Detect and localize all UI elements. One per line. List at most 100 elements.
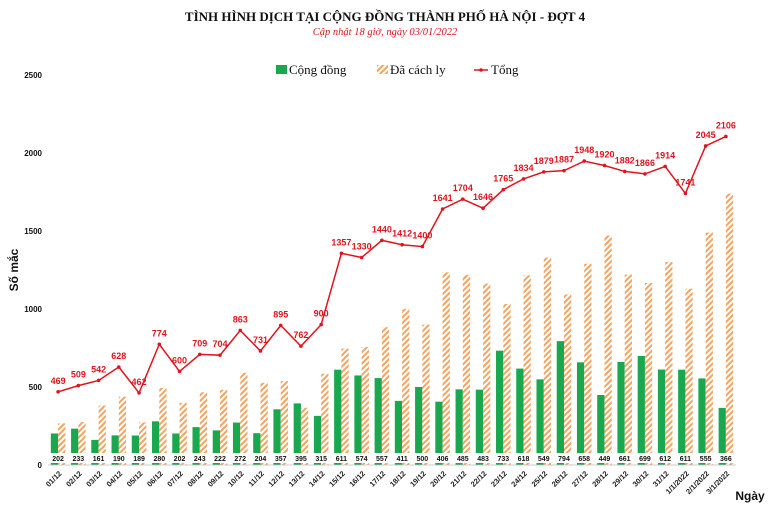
- data-label-bg: [352, 453, 371, 463]
- data-label-cong-dong: 233: [73, 456, 85, 463]
- x-ticks: 01/12 02/12 03/12 04/12 05/12 06/12 07/12 08/12…: [44, 469, 731, 496]
- data-label-cong-dong: 611: [336, 456, 347, 463]
- data-label-tong: 542: [91, 364, 106, 374]
- chart-subtitle: Cập nhật 18 giờ, ngày 03/01/2022: [313, 27, 458, 38]
- bars: 202 233 161 190 189 280 202 243 222 272 204 357 395 3…: [49, 193, 735, 465]
- data-label-bg: [372, 453, 391, 463]
- data-label-tong: 1914: [655, 150, 675, 160]
- bar-da-cach-ly: [523, 275, 531, 465]
- point-tong: [602, 163, 607, 168]
- bar-cong-dong: [718, 407, 726, 465]
- data-label-tong: 600: [172, 355, 187, 365]
- bar-da-cach-ly: [240, 372, 248, 465]
- data-label-tong: 509: [71, 370, 86, 380]
- x-tick-label: 18/12: [388, 469, 408, 489]
- point-tong: [461, 197, 465, 201]
- data-label-tong: 1741: [675, 177, 695, 187]
- bar-cong-dong: [273, 409, 281, 465]
- x-tick-label: 04/12: [105, 469, 125, 489]
- bar-da-cach-ly: [98, 405, 106, 465]
- data-label-bg: [433, 453, 452, 463]
- data-label-cong-dong: 395: [295, 456, 307, 463]
- bar-cong-dong: [71, 428, 79, 465]
- data-label-cong-dong: 733: [497, 456, 509, 463]
- chart-title: TÌNH HÌNH DỊCH TẠI CỘNG ĐỒNG THÀNH PHỐ H…: [185, 9, 586, 24]
- legend-marker-tong: [479, 68, 483, 72]
- bar-da-cach-ly: [321, 373, 329, 465]
- point-tong: [400, 242, 404, 247]
- bar-da-cach-ly: [604, 235, 612, 465]
- bar-da-cach-ly: [159, 387, 167, 465]
- y-tick-label: 1500: [24, 227, 42, 236]
- point-tong: [56, 390, 60, 394]
- point-tong: [218, 353, 222, 357]
- bar-da-cach-ly: [361, 347, 369, 465]
- bar-da-cach-ly: [402, 308, 410, 465]
- data-label-bg: [332, 453, 351, 463]
- bar-cong-dong: [334, 369, 342, 465]
- point-tong: [420, 244, 425, 249]
- data-label-cong-dong: 557: [376, 456, 388, 463]
- point-tong: [76, 383, 81, 388]
- point-tong: [177, 369, 182, 374]
- data-label-tong: 1887: [554, 155, 574, 165]
- data-label-tong: 1879: [534, 156, 554, 166]
- data-label-bg: [453, 453, 472, 463]
- bar-da-cach-ly: [483, 283, 491, 465]
- bar-cong-dong: [152, 421, 160, 465]
- point-tong: [622, 169, 627, 174]
- data-label-bg: [211, 453, 229, 463]
- data-label-cong-dong: 222: [214, 456, 226, 463]
- bar-cong-dong: [172, 433, 180, 465]
- x-tick-label: 03/12: [84, 469, 104, 489]
- data-label-bg: [49, 453, 68, 463]
- data-label-cong-dong: 794: [558, 456, 570, 463]
- bar-da-cach-ly: [118, 396, 127, 465]
- point-tong: [96, 378, 101, 383]
- data-label-tong: 1765: [493, 174, 513, 184]
- data-label-tong: 469: [51, 376, 66, 386]
- point-tong: [319, 322, 323, 327]
- data-label-bg: [514, 453, 533, 463]
- point-tong: [299, 344, 303, 348]
- x-tick-label: 07/12: [165, 469, 185, 489]
- bar-cong-dong: [637, 355, 645, 465]
- bar-cong-dong: [678, 369, 686, 465]
- data-label-bg: [635, 453, 654, 463]
- data-label-bg: [312, 453, 331, 463]
- bar-cong-dong: [455, 389, 463, 465]
- bar-da-cach-ly: [179, 402, 187, 465]
- legend: Cộng đồng Đã cách ly Tổng: [276, 62, 519, 77]
- data-label-bg: [474, 453, 493, 463]
- bar-da-cach-ly: [543, 257, 552, 465]
- data-label-tong: 1882: [615, 155, 635, 165]
- point-tong: [663, 164, 667, 169]
- x-tick-label: 13/12: [287, 469, 307, 489]
- data-label-cong-dong: 500: [417, 456, 429, 463]
- data-label-bg: [89, 453, 108, 463]
- data-label-bg: [615, 453, 634, 463]
- data-label-bg: [595, 453, 614, 463]
- data-label-bg: [555, 453, 573, 463]
- data-label-cong-dong: 357: [275, 456, 287, 463]
- point-tong: [238, 328, 243, 333]
- data-label-tong: 704: [212, 339, 227, 349]
- point-tong: [117, 365, 121, 369]
- bar-da-cach-ly: [199, 392, 208, 465]
- point-tong: [380, 238, 384, 243]
- bar-da-cach-ly: [139, 422, 147, 465]
- bar-cong-dong: [192, 427, 200, 465]
- data-label-cong-dong: 315: [315, 456, 327, 463]
- legend-swatch-cong-dong: [276, 65, 287, 74]
- point-tong: [339, 251, 344, 256]
- data-label-tong: 1920: [594, 149, 614, 159]
- data-label-bg: [130, 453, 149, 463]
- bar-cong-dong: [91, 439, 99, 465]
- x-tick-label: 15/12: [327, 469, 347, 489]
- x-axis-label: Ngày: [735, 489, 765, 503]
- bar-cong-dong: [50, 433, 59, 465]
- bar-da-cach-ly: [725, 193, 734, 465]
- data-label-bg: [69, 453, 88, 463]
- bar-cong-dong: [253, 433, 261, 465]
